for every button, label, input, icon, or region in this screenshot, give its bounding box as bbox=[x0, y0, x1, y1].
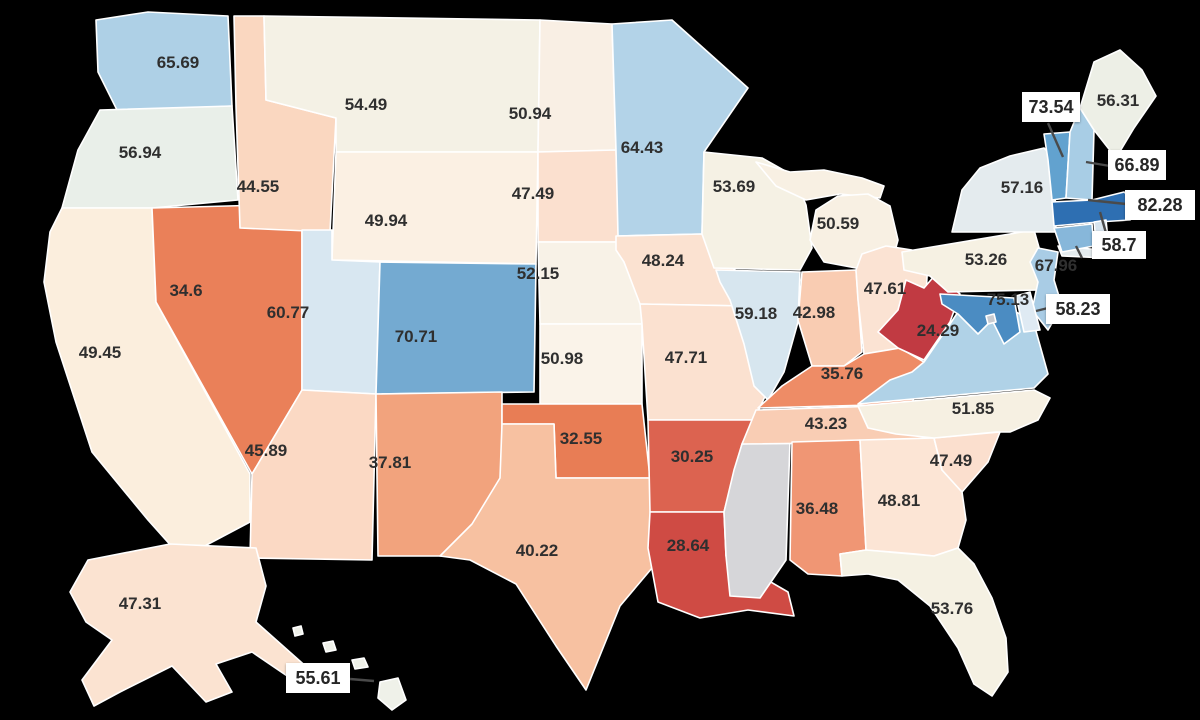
value-label-new-mexico: 37.81 bbox=[369, 453, 412, 472]
state-hawaii[interactable] bbox=[351, 657, 369, 670]
callout-value-massachusetts: 82.28 bbox=[1137, 195, 1182, 215]
value-label-colorado: 70.71 bbox=[395, 327, 438, 346]
value-label-alaska: 47.31 bbox=[119, 594, 162, 613]
value-label-new-york: 57.16 bbox=[1001, 178, 1044, 197]
value-label-georgia: 48.81 bbox=[878, 491, 921, 510]
value-label-wyoming: 49.94 bbox=[365, 211, 408, 230]
callout-rhode-island: 58.7 bbox=[1092, 211, 1146, 259]
value-label-ohio: 47.61 bbox=[864, 279, 907, 298]
value-label-idaho: 44.55 bbox=[237, 177, 280, 196]
value-label-missouri: 47.71 bbox=[665, 348, 708, 367]
state-mississippi[interactable] bbox=[723, 441, 791, 599]
value-label-kansas: 50.98 bbox=[541, 349, 584, 368]
callout-box-massachusetts bbox=[1125, 190, 1195, 220]
value-label-north-carolina: 51.85 bbox=[952, 399, 995, 418]
value-label-louisiana: 28.64 bbox=[667, 536, 710, 555]
state-alaska[interactable] bbox=[69, 543, 311, 707]
callout-hawaii: 55.61 bbox=[286, 663, 375, 693]
callout-line-connecticut bbox=[1074, 245, 1084, 259]
callout-value-new-hampshire: 66.89 bbox=[1114, 155, 1159, 175]
value-label-oklahoma: 32.55 bbox=[560, 429, 603, 448]
state-wyoming[interactable] bbox=[331, 151, 539, 265]
value-label-minnesota: 64.43 bbox=[621, 138, 664, 157]
value-label-connecticut: 67.96 bbox=[1035, 256, 1078, 275]
value-label-texas: 40.22 bbox=[516, 541, 559, 560]
value-label-montana: 54.49 bbox=[345, 95, 388, 114]
value-label-arkansas: 30.25 bbox=[671, 447, 714, 466]
value-label-west-virginia: 24.29 bbox=[917, 321, 960, 340]
value-label-michigan: 50.59 bbox=[817, 214, 860, 233]
callout-line-rhode-island bbox=[1098, 211, 1108, 234]
value-label-north-dakota: 50.94 bbox=[509, 104, 552, 123]
value-label-nebraska: 52.15 bbox=[517, 264, 560, 283]
value-label-florida: 53.76 bbox=[931, 599, 974, 618]
callout-box-hawaii bbox=[286, 663, 350, 693]
value-label-iowa: 48.24 bbox=[642, 251, 685, 270]
state-maine[interactable] bbox=[1079, 49, 1157, 159]
value-label-maryland: 75.13 bbox=[987, 290, 1030, 309]
value-label-south-dakota: 47.49 bbox=[512, 184, 555, 203]
state-wisconsin[interactable] bbox=[701, 151, 813, 271]
state-hawaii[interactable] bbox=[322, 640, 337, 653]
state-michigan[interactable] bbox=[755, 161, 885, 201]
value-label-utah: 60.77 bbox=[267, 303, 310, 322]
callout-new-hampshire: 66.89 bbox=[1085, 150, 1166, 180]
value-label-indiana: 42.98 bbox=[793, 303, 836, 322]
state-hawaii[interactable] bbox=[377, 677, 407, 711]
state-florida[interactable] bbox=[839, 547, 1009, 697]
state-vermont[interactable] bbox=[1043, 131, 1071, 201]
callout-value-vermont: 73.54 bbox=[1028, 97, 1073, 117]
state-district-of-columbia[interactable] bbox=[985, 313, 997, 325]
value-label-illinois: 59.18 bbox=[735, 304, 778, 323]
value-label-arizona: 45.89 bbox=[245, 441, 288, 460]
value-label-alabama: 36.48 bbox=[796, 499, 839, 518]
value-label-wisconsin: 53.69 bbox=[713, 177, 756, 196]
callout-box-new-hampshire bbox=[1108, 150, 1166, 180]
callout-value-hawaii: 55.61 bbox=[295, 668, 340, 688]
value-label-oregon: 56.94 bbox=[119, 143, 162, 162]
state-delaware[interactable] bbox=[1015, 291, 1041, 333]
callout-delaware: 58.23 bbox=[1035, 294, 1110, 324]
value-label-nevada: 34.6 bbox=[169, 281, 202, 300]
state-hawaii[interactable] bbox=[292, 625, 304, 637]
state-north-dakota[interactable] bbox=[537, 19, 617, 153]
value-label-pennsylvania: 53.26 bbox=[965, 250, 1008, 269]
callout-box-rhode-island bbox=[1092, 231, 1146, 259]
state-illinois[interactable] bbox=[715, 269, 801, 401]
value-label-california: 49.45 bbox=[79, 343, 122, 362]
value-label-maine: 56.31 bbox=[1097, 91, 1140, 110]
value-label-tennessee: 43.23 bbox=[805, 414, 848, 433]
callout-line-vermont bbox=[1046, 122, 1065, 158]
callout-box-vermont bbox=[1022, 92, 1080, 122]
state-texas[interactable] bbox=[439, 423, 655, 691]
callout-vermont: 73.54 bbox=[1022, 92, 1080, 158]
callout-value-rhode-island: 58.7 bbox=[1101, 235, 1136, 255]
state-pennsylvania[interactable] bbox=[901, 229, 1043, 293]
value-label-washington: 65.69 bbox=[157, 53, 200, 72]
state-arizona[interactable] bbox=[249, 389, 377, 561]
state-colorado[interactable] bbox=[375, 261, 537, 395]
callout-line-massachusetts bbox=[1087, 198, 1127, 206]
callout-line-hawaii bbox=[349, 677, 375, 683]
callout-value-delaware: 58.23 bbox=[1055, 299, 1100, 319]
state-connecticut[interactable] bbox=[1053, 223, 1095, 253]
value-label-south-carolina: 47.49 bbox=[930, 451, 973, 470]
callout-massachusetts: 82.28 bbox=[1087, 190, 1195, 220]
state-north-carolina[interactable] bbox=[857, 389, 1051, 439]
callout-line-new-hampshire bbox=[1085, 160, 1111, 168]
value-label-kentucky: 35.76 bbox=[821, 364, 864, 383]
callout-box-delaware bbox=[1046, 294, 1110, 324]
